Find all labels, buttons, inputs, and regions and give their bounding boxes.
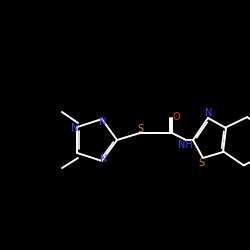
- Text: N: N: [205, 108, 212, 118]
- Text: N: N: [99, 116, 107, 126]
- Text: NH: NH: [178, 140, 193, 150]
- Text: S: S: [199, 158, 205, 168]
- Text: N: N: [70, 122, 78, 132]
- Text: O: O: [172, 112, 180, 122]
- Text: S: S: [137, 124, 143, 134]
- Text: N: N: [100, 154, 108, 164]
